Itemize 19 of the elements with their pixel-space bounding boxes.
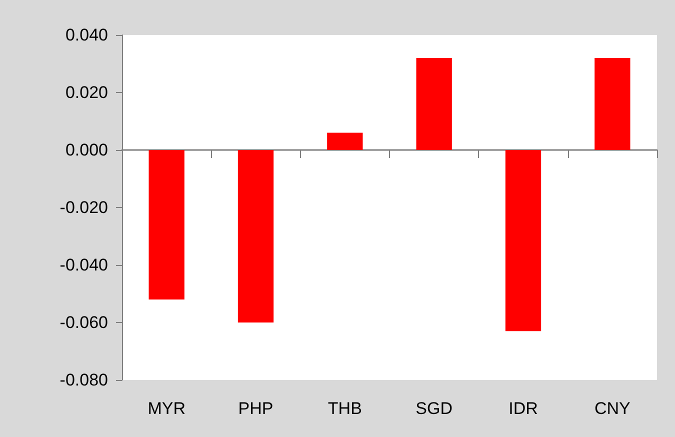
bar bbox=[416, 58, 452, 150]
y-tick-label: 0.020 bbox=[65, 83, 108, 102]
x-tick-label: CNY bbox=[594, 399, 630, 418]
x-tick-label: IDR bbox=[508, 399, 538, 418]
x-tick-label: THB bbox=[328, 399, 362, 418]
y-tick-label: 0.000 bbox=[65, 140, 108, 160]
y-tick-label: -0.080 bbox=[60, 370, 108, 390]
bar bbox=[327, 132, 363, 150]
y-tick-label: -0.040 bbox=[60, 256, 108, 274]
y-tick-label: -0.020 bbox=[60, 198, 108, 217]
bar bbox=[594, 58, 630, 150]
y-tick-label: 0.040 bbox=[65, 26, 108, 44]
x-tick-label: MYR bbox=[148, 399, 186, 418]
x-tick-label: SGD bbox=[416, 399, 453, 418]
bar bbox=[148, 150, 184, 300]
bar bbox=[505, 150, 542, 332]
y-tick-label: -0.060 bbox=[60, 313, 108, 332]
x-tick-label: PHP bbox=[238, 399, 274, 418]
bar bbox=[238, 150, 274, 322]
